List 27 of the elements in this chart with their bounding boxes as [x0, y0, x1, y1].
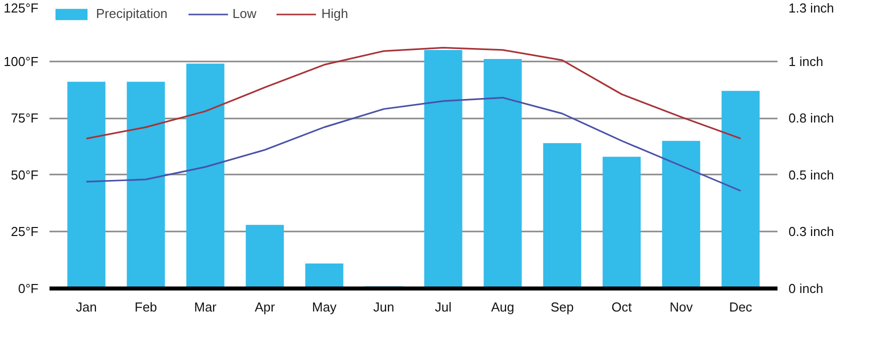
legend-label: High [321, 6, 348, 21]
x-tick-label: Jan [76, 300, 97, 314]
y-tick-label: 75°F [10, 110, 39, 126]
x-tick-label: Dec [729, 300, 753, 314]
y-tick-label: 125°F [4, 0, 39, 16]
y-tick-label: 0°F [18, 281, 39, 296]
y2-tick-label: 0 inch [788, 281, 824, 296]
x-tick-label: Feb [134, 300, 158, 314]
y2-tick-label: 1 inch [788, 54, 824, 69]
y-tick-label: 25°F [10, 224, 39, 240]
x-tick-label: Aug [491, 300, 514, 314]
legend-label: Precipitation [96, 6, 168, 21]
x-tick-label: Sep [550, 300, 574, 314]
y2-tick-label: 0.5 inch [788, 167, 834, 182]
x-tick-label: Mar [194, 300, 218, 314]
y-tick-label: 50°F [10, 167, 39, 182]
y2-tick-label: 1.3 inch [788, 0, 834, 16]
x-tick-label: Oct [612, 300, 632, 314]
y2-tick-label: 0.3 inch [788, 224, 834, 240]
x-tick-label: May [312, 300, 338, 314]
x-tick-label: Apr [254, 300, 276, 314]
y-tick-label: 100°F [4, 54, 39, 69]
x-tick-label: Jun [373, 300, 394, 314]
y2-tick-label: 0.8 inch [788, 110, 834, 126]
legend-label: Low [232, 6, 256, 21]
x-tick-label: Jul [434, 300, 452, 314]
x-tick-label: Nov [670, 300, 694, 314]
